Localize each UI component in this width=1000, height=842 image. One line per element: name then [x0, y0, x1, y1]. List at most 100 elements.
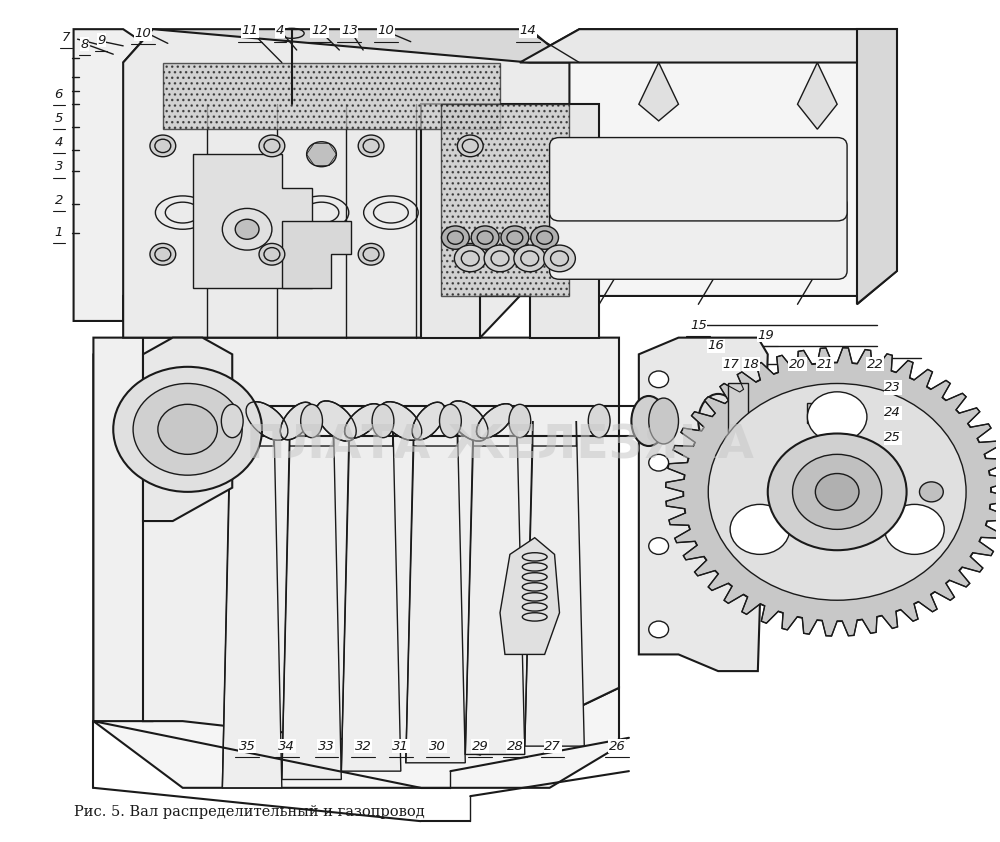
Text: 17: 17: [723, 358, 739, 370]
Circle shape: [133, 383, 242, 475]
Text: 29: 29: [472, 739, 489, 753]
Circle shape: [150, 135, 176, 157]
Polygon shape: [421, 104, 599, 338]
Text: 1: 1: [55, 226, 63, 239]
Polygon shape: [93, 338, 619, 788]
Ellipse shape: [631, 396, 666, 446]
Circle shape: [441, 226, 469, 249]
Text: 30: 30: [429, 739, 446, 753]
Polygon shape: [222, 421, 282, 788]
Circle shape: [259, 135, 285, 157]
Circle shape: [683, 363, 991, 621]
Ellipse shape: [380, 402, 422, 440]
Ellipse shape: [638, 404, 660, 438]
Text: 6: 6: [55, 88, 63, 101]
Circle shape: [454, 245, 486, 272]
Ellipse shape: [448, 401, 488, 441]
Ellipse shape: [743, 398, 773, 444]
Text: 28: 28: [507, 739, 523, 753]
Text: 24: 24: [884, 406, 901, 419]
Polygon shape: [123, 29, 569, 104]
Text: 18: 18: [743, 358, 759, 370]
Bar: [799, 520, 819, 540]
Text: 12: 12: [311, 24, 328, 37]
Polygon shape: [123, 29, 569, 338]
Polygon shape: [666, 348, 1000, 636]
Polygon shape: [465, 421, 525, 754]
Text: 20: 20: [789, 358, 806, 370]
Polygon shape: [639, 338, 768, 671]
Polygon shape: [520, 29, 897, 62]
Circle shape: [708, 383, 966, 600]
Circle shape: [649, 455, 669, 471]
Polygon shape: [163, 62, 500, 129]
Polygon shape: [282, 421, 341, 780]
FancyBboxPatch shape: [550, 137, 847, 221]
Circle shape: [484, 245, 516, 272]
Circle shape: [457, 135, 483, 157]
Polygon shape: [639, 62, 679, 121]
FancyBboxPatch shape: [550, 196, 847, 280]
Circle shape: [358, 135, 384, 157]
Text: 4: 4: [276, 24, 284, 37]
Text: 31: 31: [392, 739, 409, 753]
Polygon shape: [406, 421, 465, 763]
Polygon shape: [93, 338, 183, 721]
Polygon shape: [520, 29, 897, 304]
Ellipse shape: [221, 404, 243, 438]
Text: 34: 34: [278, 739, 295, 753]
Polygon shape: [441, 104, 569, 296]
Circle shape: [158, 404, 217, 455]
Polygon shape: [728, 383, 748, 459]
Polygon shape: [341, 421, 401, 771]
Polygon shape: [525, 421, 584, 746]
Text: 9: 9: [97, 34, 106, 46]
Text: 8: 8: [80, 38, 89, 51]
Ellipse shape: [280, 402, 313, 440]
Circle shape: [501, 226, 529, 249]
Text: 10: 10: [378, 24, 394, 37]
Polygon shape: [143, 338, 232, 521]
Text: 27: 27: [544, 739, 561, 753]
Ellipse shape: [440, 404, 461, 438]
Text: 14: 14: [519, 24, 536, 37]
Text: 3: 3: [55, 160, 63, 173]
Ellipse shape: [372, 404, 394, 438]
Circle shape: [919, 482, 943, 502]
Polygon shape: [74, 29, 173, 321]
Circle shape: [815, 473, 859, 510]
Text: 15: 15: [690, 318, 707, 332]
Ellipse shape: [509, 404, 531, 438]
Circle shape: [885, 504, 944, 554]
Circle shape: [235, 219, 259, 239]
Polygon shape: [500, 538, 560, 654]
Circle shape: [113, 367, 262, 492]
Text: 4: 4: [55, 136, 63, 149]
Text: 16: 16: [708, 339, 725, 353]
Text: Рис. 5. Вал распределительный и газопровод: Рис. 5. Вал распределительный и газопров…: [74, 806, 424, 819]
Bar: [807, 402, 827, 423]
Text: 10: 10: [135, 27, 151, 40]
Circle shape: [150, 243, 176, 265]
Polygon shape: [193, 154, 312, 288]
Text: 23: 23: [884, 381, 901, 394]
Circle shape: [768, 434, 907, 550]
Ellipse shape: [649, 398, 678, 444]
Text: 2: 2: [55, 194, 63, 206]
Circle shape: [793, 455, 882, 530]
Ellipse shape: [588, 404, 610, 438]
Ellipse shape: [246, 402, 288, 440]
Ellipse shape: [301, 404, 322, 438]
Text: 32: 32: [355, 739, 372, 753]
Text: 25: 25: [884, 431, 901, 445]
Text: 13: 13: [341, 24, 358, 37]
Circle shape: [531, 226, 559, 249]
Circle shape: [307, 141, 336, 167]
Circle shape: [649, 538, 669, 554]
Circle shape: [649, 371, 669, 387]
Text: 21: 21: [817, 358, 834, 370]
Circle shape: [457, 243, 483, 265]
Text: 19: 19: [757, 328, 774, 342]
Circle shape: [544, 245, 575, 272]
Bar: [804, 461, 824, 481]
